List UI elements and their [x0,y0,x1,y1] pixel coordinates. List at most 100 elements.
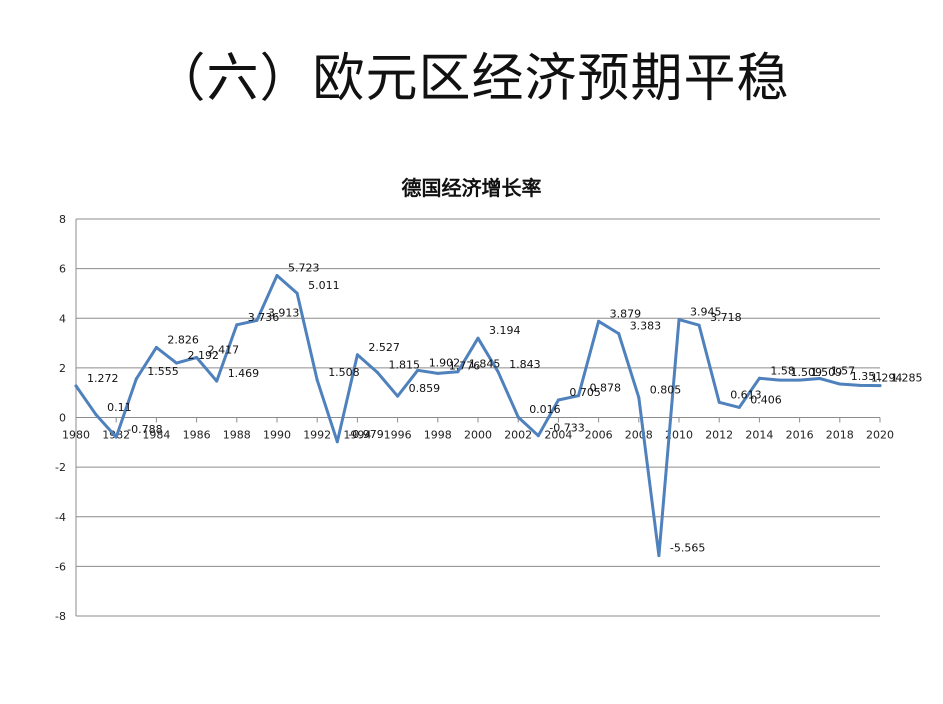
data-point [516,415,520,419]
data-label: 0.11 [107,401,132,414]
x-tick-label: 1990 [263,429,291,442]
y-tick-label: 8 [59,213,66,226]
data-point [376,370,379,374]
data-point [778,378,781,382]
data-label: 1.845 [469,358,501,371]
x-tick-label: 2012 [705,429,733,442]
data-point [476,336,480,340]
data-point [275,273,279,277]
data-label: 2.527 [368,341,400,354]
data-point [255,318,259,322]
data-label: 1.776 [449,359,481,372]
data-label: 3.194 [489,324,521,337]
data-label: 1.469 [228,367,260,380]
x-tick-label: 2008 [625,429,653,442]
x-tick-label: 1984 [142,429,170,442]
data-point [556,398,560,402]
data-label: 0.016 [529,403,561,416]
data-point [154,345,158,349]
x-tick-label: 1980 [62,429,90,442]
data-point [717,400,721,404]
data-point [737,405,741,409]
data-point [637,396,641,400]
y-tick-label: 6 [59,263,66,276]
data-point [677,318,681,322]
x-tick-label: 1998 [424,429,452,442]
y-tick-label: -6 [55,560,66,573]
data-point [94,413,98,417]
data-label: 3.913 [268,306,300,319]
data-label: 5.723 [288,261,320,274]
data-point [315,378,319,382]
data-point [858,383,862,387]
data-label: 1.57 [831,365,856,378]
slide-title: （六）欧元区经济预期平稳 [153,49,790,109]
data-label: 1.815 [389,358,421,371]
data-point [798,378,802,382]
x-tick-label: 2006 [585,429,613,442]
x-tick-label: 2014 [745,429,773,442]
x-tick-label: 2016 [786,429,814,442]
x-tick-label: 2002 [504,429,532,442]
x-tick-label: 1988 [223,429,251,442]
data-label: 1.272 [87,372,119,385]
data-point [577,394,580,398]
data-point [195,356,199,360]
data-label: 3.879 [610,307,642,320]
data-label: 0.613 [730,388,762,401]
data-label: 1.351 [851,370,883,383]
data-label: 1.902 [429,356,461,369]
data-label: 0.805 [650,384,682,397]
data-point [818,377,822,381]
y-tick-label: 0 [59,412,66,425]
data-label: 2.826 [167,333,199,346]
data-point [134,377,138,381]
x-tick-label: 1996 [384,429,412,442]
data-point [617,332,621,336]
data-label: 1.509 [791,366,823,379]
data-label: -0.788 [127,423,162,436]
y-tick-label: 4 [59,312,66,325]
data-point [295,291,299,295]
data-label: 2.417 [208,344,240,357]
data-point [235,323,239,327]
data-label: -0.733 [549,422,584,435]
x-tick-label: 2020 [866,429,894,442]
data-point [335,440,339,444]
data-point [536,434,540,438]
data-point [416,368,420,372]
data-point [878,384,882,388]
data-label: -5.565 [670,542,705,555]
data-point [114,435,118,439]
y-tick-label: 2 [59,362,66,375]
data-label: 1.58 [770,364,795,377]
data-point [496,370,500,374]
data-label: 2.192 [188,349,220,362]
data-label: 3.383 [630,320,662,333]
y-tick-label: -8 [55,610,66,623]
x-tick-label: 2000 [464,429,492,442]
x-tick-label: 1986 [183,429,211,442]
data-label: 1.285 [891,372,923,385]
data-label: -0.979 [348,428,383,441]
data-label: 1.555 [147,365,179,378]
data-label: 1.508 [328,366,360,379]
data-label: 0.859 [409,382,441,395]
data-label: 5.011 [308,279,340,292]
data-point [215,379,219,383]
data-point [597,319,601,323]
data-point [757,376,761,380]
data-label: 1.843 [509,358,540,371]
data-point [175,361,178,365]
data-label: 3.718 [710,311,742,324]
y-tick-label: -2 [55,461,66,474]
data-point [838,382,842,386]
y-tick-label: -4 [55,511,66,524]
data-point [456,370,460,374]
chart-title: 德国经济增长率 [401,176,542,200]
x-tick-label: 2004 [544,429,572,442]
x-tick-label: 1994 [343,429,371,442]
data-label: 0.878 [590,382,622,395]
data-point [657,554,661,558]
x-tick-label: 1992 [303,429,331,442]
